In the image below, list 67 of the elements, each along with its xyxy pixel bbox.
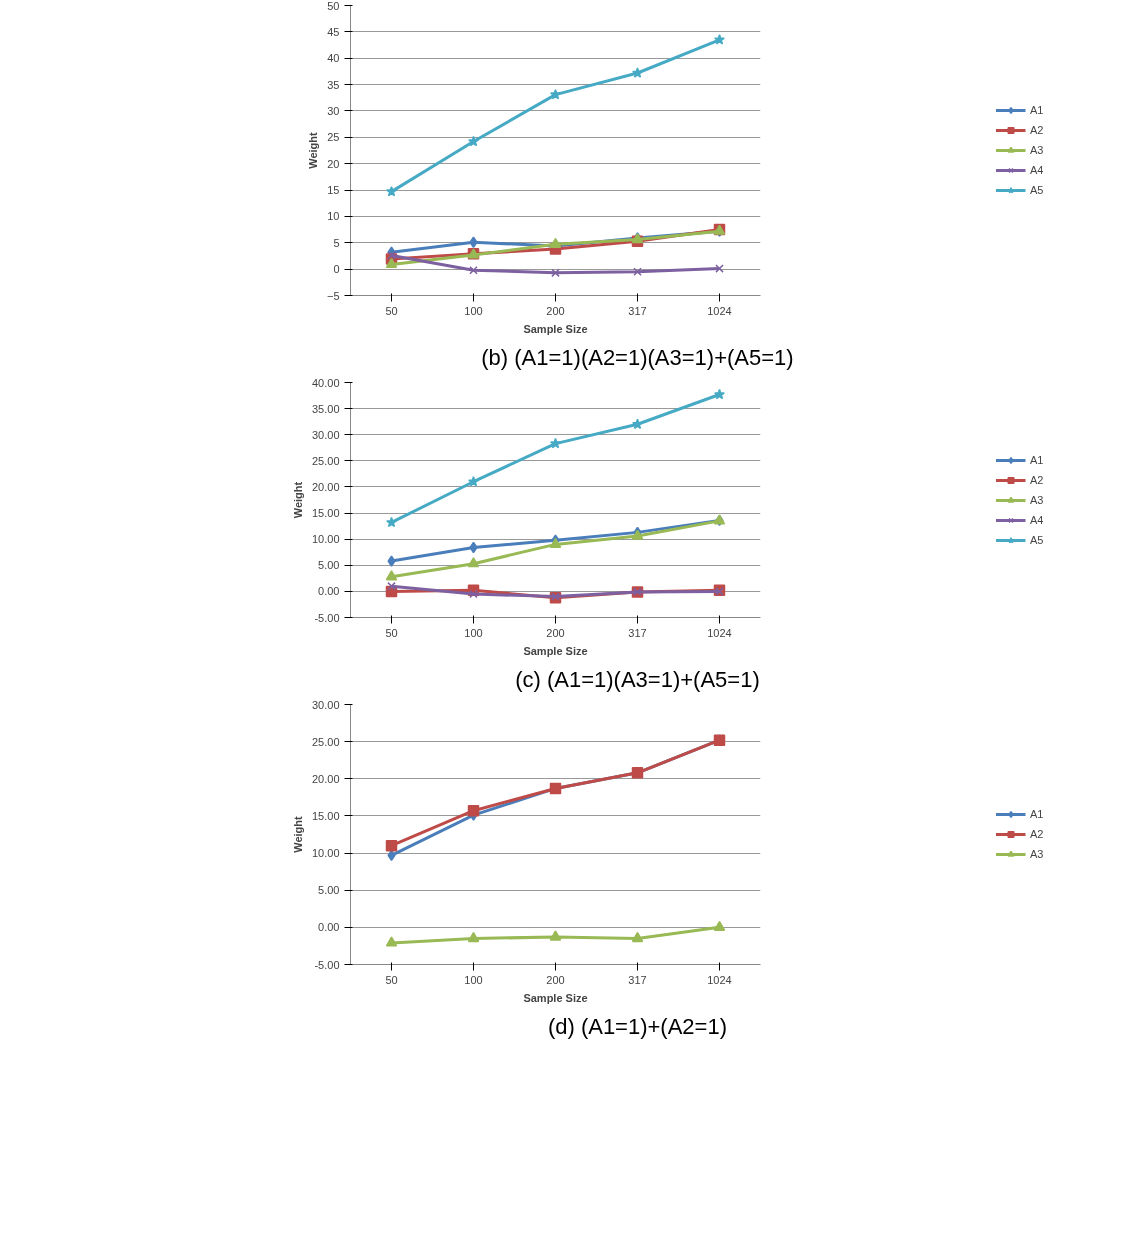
legend-label: A1 — [1030, 807, 1045, 822]
x-tick-label: 200 — [546, 973, 565, 986]
y-tick-label: -5.00 — [314, 611, 340, 624]
text: (b) (A1=1)(A2=1)(A3=1)+(A5=1) — [481, 345, 794, 370]
y-tick-label: -5.00 — [314, 958, 340, 971]
legend-label: A1 — [1030, 452, 1045, 468]
x-tick-label: 50 — [385, 973, 398, 986]
x-tick-label: 200 — [546, 304, 565, 317]
x-tick-label: 50 — [385, 626, 398, 639]
y-tick-label: 10 — [327, 210, 340, 223]
y-tick-label: 25.00 — [311, 735, 340, 748]
y-tick-label: 20 — [327, 157, 340, 170]
x-tick-label: 50 — [385, 304, 398, 317]
legend-label: A3 — [1030, 143, 1045, 158]
x-tick-label: 100 — [464, 304, 483, 317]
text: (d) (A1=1)+(A2=1) — [547, 1014, 728, 1039]
x-tick-label: 317 — [628, 973, 647, 986]
legend-label: A3 — [1030, 492, 1045, 508]
y-tick-label: 45 — [327, 25, 340, 38]
x-tick-label: 100 — [464, 973, 483, 986]
x-tick-label: 317 — [628, 626, 647, 639]
y-tick-label: 35.00 — [311, 402, 340, 415]
y-tick-label: 15 — [327, 184, 340, 197]
y-tick-label: 30 — [327, 104, 340, 117]
x-tick-label: 317 — [628, 304, 647, 317]
y-axis-title: Weight — [291, 481, 304, 519]
y-tick-label: 30.00 — [311, 428, 340, 441]
y-tick-label: 5.00 — [318, 559, 340, 572]
y-tick-label: 20.00 — [311, 772, 340, 785]
legend-label: A3 — [1030, 847, 1045, 862]
x-tick-label: 1024 — [707, 973, 732, 986]
legend-label: A2 — [1030, 472, 1045, 488]
text: (c) (A1=1)(A3=1)+(A5=1) — [515, 667, 760, 692]
x-tick-label: 1024 — [707, 626, 732, 639]
y-tick-label: 20.00 — [311, 480, 340, 493]
y-tick-label: 50 — [327, 0, 340, 12]
y-tick-label: 25.00 — [311, 454, 340, 467]
legend-label: A5 — [1030, 183, 1045, 198]
y-tick-label: 0.00 — [318, 921, 340, 934]
legend-label: A1 — [1030, 103, 1045, 118]
y-tick-label: 25 — [327, 131, 340, 144]
legend-label: A2 — [1030, 123, 1045, 138]
x-axis-title: Sample Size — [523, 991, 588, 1004]
x-tick-label: 100 — [464, 626, 483, 639]
y-tick-label: 15.00 — [311, 809, 340, 822]
x-tick-label: 1024 — [707, 304, 732, 317]
y-tick-label: 10.00 — [311, 533, 340, 546]
y-tick-label: 40 — [327, 52, 340, 65]
legend-label: A4 — [1030, 512, 1045, 528]
y-tick-label: 0 — [333, 263, 340, 276]
y-tick-label: 5.00 — [318, 884, 340, 897]
y-tick-label: 15.00 — [311, 507, 340, 520]
y-tick-label: 40.00 — [311, 376, 340, 389]
y-axis-title: Weight — [306, 131, 319, 169]
y-tick-label: 35 — [327, 78, 340, 91]
legend-label: A5 — [1030, 532, 1045, 548]
y-tick-label: 5 — [333, 236, 340, 249]
x-axis-title: Sample Size — [523, 644, 588, 657]
legend-label: A4 — [1030, 163, 1045, 178]
x-tick-label: 200 — [546, 626, 565, 639]
y-axis-title: Weight — [291, 815, 304, 853]
y-tick-label: −5 — [326, 289, 340, 302]
legend-label: A2 — [1030, 827, 1045, 842]
y-tick-label: 10.00 — [311, 847, 340, 860]
x-axis-title: Sample Size — [523, 322, 588, 335]
y-tick-label: 30.00 — [311, 698, 340, 711]
y-tick-label: 0.00 — [318, 585, 340, 598]
